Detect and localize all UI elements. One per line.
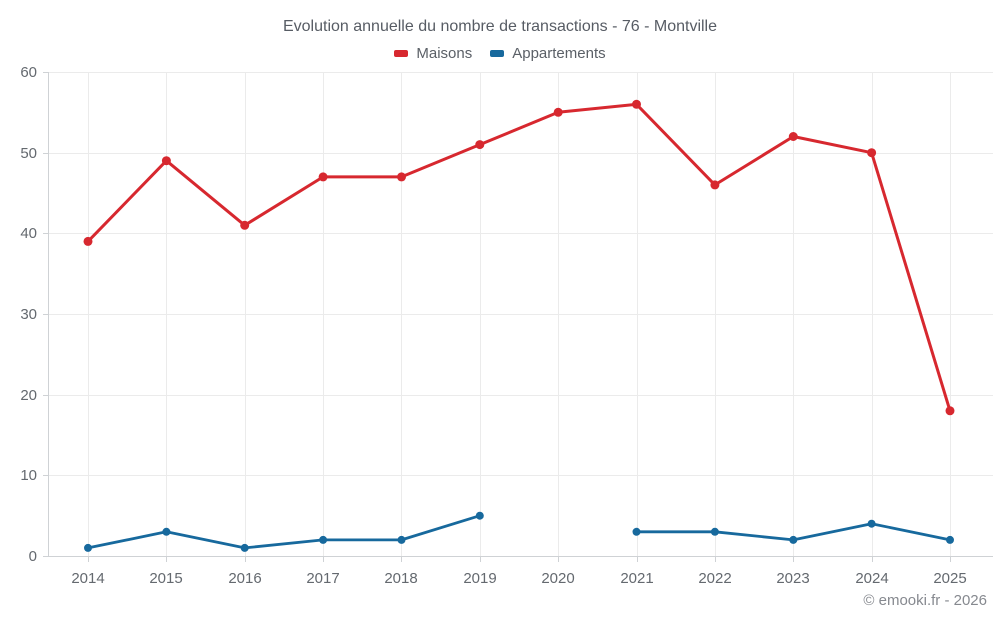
legend-swatch-appartements: [490, 50, 505, 57]
y-tick-label: 0: [29, 548, 37, 565]
y-tick-label: 10: [20, 467, 37, 484]
data-point-appartements[interactable]: [946, 535, 954, 544]
legend-item-appartements[interactable]: Appartements: [490, 45, 606, 62]
series-line-appartements: [86, 514, 482, 550]
legend-item-maisons[interactable]: Maisons: [394, 45, 472, 62]
data-point-maisons[interactable]: [397, 172, 406, 182]
legend-swatch-maisons: [394, 50, 409, 57]
data-point-appartements[interactable]: [710, 527, 719, 536]
data-point-maisons[interactable]: [318, 172, 328, 182]
x-tick-label: 2019: [463, 570, 496, 587]
data-point-maisons[interactable]: [632, 99, 641, 109]
data-point-maisons[interactable]: [553, 107, 563, 117]
legend-label-maisons: Maisons: [416, 45, 473, 62]
chart-title: Evolution annuelle du nombre de transact…: [282, 18, 718, 35]
x-tick-label: 2017: [306, 570, 339, 587]
y-tick-label: 20: [20, 387, 37, 404]
data-point-maisons[interactable]: [83, 236, 93, 246]
data-point-appartements[interactable]: [632, 527, 641, 536]
y-tick-label: 40: [20, 225, 37, 242]
data-point-appartements[interactable]: [867, 519, 876, 528]
x-tick-label: 2022: [698, 570, 731, 587]
data-point-appartements[interactable]: [397, 535, 406, 544]
x-tick-label: 2025: [933, 570, 966, 587]
x-tick-label: 2024: [855, 570, 888, 587]
legend-label-appartements: Appartements: [512, 45, 606, 62]
y-tick-label: 30: [20, 306, 37, 323]
x-tick-label: 2020: [541, 570, 574, 587]
x-tick-label: 2018: [384, 570, 417, 587]
data-point-maisons[interactable]: [867, 148, 877, 158]
data-point-appartements[interactable]: [789, 535, 798, 544]
x-tick-label: 2021: [620, 570, 653, 587]
legend: Maisons Appartements: [0, 45, 1000, 62]
data-point-appartements[interactable]: [240, 543, 249, 552]
data-point-appartements[interactable]: [475, 511, 484, 520]
data-point-appartements[interactable]: [162, 527, 171, 536]
x-tick-label: 2023: [776, 570, 809, 587]
data-point-maisons[interactable]: [710, 180, 720, 190]
data-point-maisons[interactable]: [161, 156, 171, 166]
x-tick-label: 2016: [228, 570, 261, 587]
data-point-appartements[interactable]: [84, 543, 92, 552]
x-tick-label: 2014: [71, 570, 104, 587]
data-point-maisons[interactable]: [475, 140, 485, 150]
data-point-maisons[interactable]: [945, 406, 955, 416]
data-point-maisons[interactable]: [240, 220, 250, 230]
data-point-appartements[interactable]: [319, 535, 328, 544]
y-tick-label: 60: [20, 64, 37, 81]
series-line-maisons: [86, 102, 952, 413]
data-point-maisons[interactable]: [788, 132, 798, 141]
copyright-text: © emooki.fr - 2026: [863, 592, 987, 609]
x-tick-label: 2015: [149, 570, 182, 587]
y-tick-label: 50: [20, 145, 37, 162]
